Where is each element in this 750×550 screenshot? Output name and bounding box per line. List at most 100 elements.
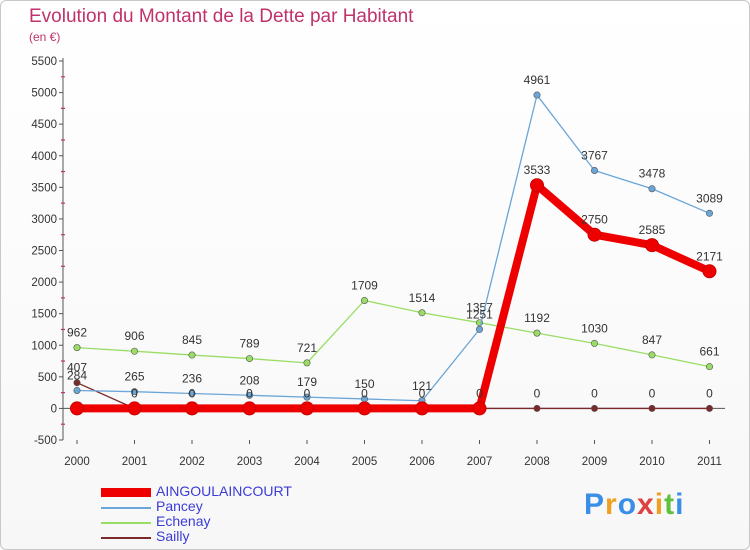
proxiti-logo: Proxiti — [584, 488, 684, 522]
logo-letter: i — [654, 488, 665, 521]
data-point-pancey — [303, 393, 311, 401]
data-point-sailly — [73, 379, 81, 387]
data-label-aingoulaincourt: 0 — [361, 386, 368, 400]
data-point-echenay — [705, 363, 713, 371]
data-label-pancey: 4961 — [524, 73, 551, 87]
data-label-pancey: 179 — [297, 375, 317, 389]
data-point-aingoulaincourt — [702, 264, 717, 279]
data-label-pancey: 121 — [412, 379, 432, 393]
data-label-pancey: 3089 — [696, 191, 723, 205]
x-tick-label: 2010 — [639, 456, 665, 468]
data-label-echenay: 1514 — [409, 291, 436, 305]
data-point-echenay — [303, 359, 311, 367]
logo-letter: x — [637, 488, 655, 521]
series-line-echenay — [76, 299, 711, 368]
data-point-echenay — [131, 347, 139, 355]
logo-letter: o — [617, 488, 638, 521]
y-tick-label: 3000 — [31, 214, 57, 226]
x-tick-label: 2005 — [352, 456, 378, 468]
x-tick-label: 2006 — [409, 456, 435, 468]
x-tick-label: 2007 — [467, 456, 493, 468]
data-label-pancey: 150 — [354, 377, 374, 391]
legend-item-sailly: Sailly — [101, 528, 401, 545]
y-tick-label: 5000 — [31, 88, 57, 100]
data-label-aingoulaincourt: 2750 — [581, 213, 608, 227]
data-point-aingoulaincourt — [357, 401, 372, 416]
x-tick-label: 2011 — [697, 456, 722, 468]
legend-swatch — [101, 488, 151, 497]
data-point-aingoulaincourt — [70, 401, 84, 416]
data-point-pancey — [475, 325, 483, 333]
data-point-aingoulaincourt — [415, 401, 429, 416]
data-label-sailly: 0 — [591, 386, 598, 400]
data-label-pancey: 208 — [239, 373, 259, 387]
data-label-echenay: 906 — [124, 329, 144, 343]
legend-item-pancey: Pancey — [101, 498, 401, 515]
y-tick-label: 4500 — [31, 119, 57, 131]
data-point-pancey — [705, 209, 713, 217]
data-point-aingoulaincourt — [472, 401, 487, 416]
data-point-aingoulaincourt — [530, 178, 544, 193]
data-label-sailly: 0 — [534, 386, 541, 400]
data-label-echenay: 1357 — [466, 301, 493, 315]
x-tick-label: 2002 — [179, 456, 205, 468]
legend-swatch — [101, 522, 151, 524]
data-label-aingoulaincourt: 0 — [476, 386, 483, 400]
legend-label: AINGOULAINCOURT — [156, 483, 292, 499]
data-point-sailly — [533, 404, 541, 412]
chart-title: Evolution du Montant de la Dette par Hab… — [29, 6, 414, 27]
data-label-sailly: 0 — [706, 386, 713, 400]
data-point-aingoulaincourt — [127, 401, 142, 416]
data-point-aingoulaincourt — [300, 401, 314, 416]
legend: AINGOULAINCOURT Pancey Echenay Sailly — [101, 483, 401, 545]
data-point-pancey — [73, 386, 81, 394]
y-tick-label: 2500 — [31, 246, 57, 258]
data-point-echenay — [246, 355, 254, 363]
x-tick-label: 2003 — [237, 456, 263, 468]
x-tick-label: 2001 — [122, 456, 148, 468]
data-point-echenay — [360, 296, 368, 304]
data-label-aingoulaincourt: 3533 — [524, 163, 551, 177]
data-point-aingoulaincourt — [185, 401, 199, 416]
data-label-pancey: 236 — [182, 372, 202, 386]
logo-letter: t — [664, 488, 676, 521]
data-label-echenay: 789 — [239, 337, 259, 351]
data-label-pancey: 284 — [67, 368, 87, 382]
legend-swatch — [101, 507, 151, 509]
y-tick-label: 0 — [51, 403, 57, 415]
data-label-echenay: 661 — [699, 345, 719, 359]
data-point-aingoulaincourt — [645, 238, 659, 253]
data-label-echenay: 847 — [642, 333, 662, 347]
y-tick-label: 2000 — [31, 277, 57, 289]
data-point-echenay — [188, 351, 196, 359]
logo-letter: i — [675, 488, 685, 521]
y-tick-label: 1000 — [31, 340, 57, 352]
x-tick-label: 2000 — [64, 456, 90, 468]
x-tick-label: 2004 — [294, 456, 320, 468]
data-point-pancey — [131, 388, 139, 396]
logo-letter: P — [584, 488, 606, 521]
data-point-sailly — [648, 404, 656, 412]
legend-label: Pancey — [156, 498, 203, 514]
data-label-echenay: 962 — [67, 326, 87, 340]
chart-subtitle: (en €) — [29, 30, 61, 44]
series-line-aingoulaincourt — [73, 181, 714, 413]
data-point-echenay — [590, 339, 598, 347]
data-label-aingoulaincourt: 0 — [419, 386, 426, 400]
legend-label: Sailly — [156, 528, 190, 544]
y-tick-label: 4000 — [31, 151, 57, 163]
legend-swatch — [101, 537, 151, 539]
data-point-pancey — [533, 91, 541, 99]
data-label-echenay: 721 — [297, 341, 317, 355]
data-label-pancey: 1251 — [466, 307, 493, 321]
logo-letter: r — [605, 488, 618, 521]
y-tick-label: 500 — [38, 372, 57, 384]
y-tick-label: -500 — [34, 435, 57, 447]
y-tick-label: 3500 — [31, 182, 57, 194]
data-point-aingoulaincourt — [242, 401, 257, 416]
data-point-pancey — [246, 391, 254, 399]
data-label-echenay: 1709 — [351, 278, 378, 292]
data-label-sailly: 0 — [649, 386, 656, 400]
data-label-aingoulaincourt: 0 — [131, 386, 138, 400]
data-label-pancey: 265 — [124, 370, 144, 384]
